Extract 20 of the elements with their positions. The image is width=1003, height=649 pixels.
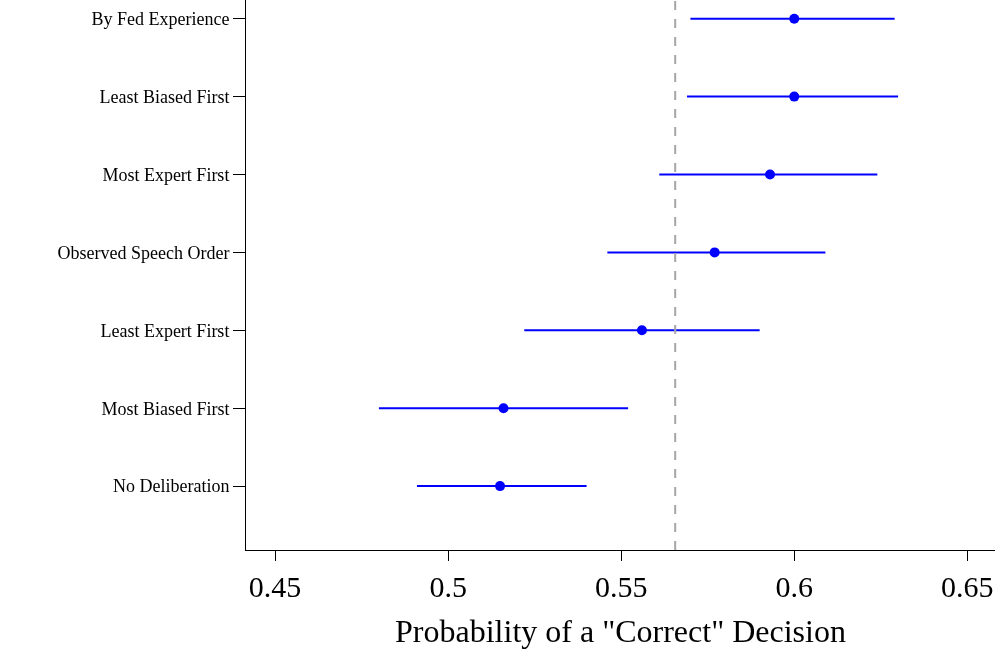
x-tick-label: 0.65 <box>941 570 994 603</box>
point <box>765 169 776 180</box>
y-tick-label: Least Expert First <box>100 320 230 341</box>
y-tick-label: Most Expert First <box>102 164 230 185</box>
y-tick-label: Observed Speech Order <box>57 242 230 263</box>
x-tick-label: 0.5 <box>429 570 467 603</box>
x-axis-title: Probability of a "Correct" Decision <box>395 613 846 649</box>
point <box>789 91 800 102</box>
x-tick-label: 0.45 <box>248 570 302 603</box>
point <box>498 403 509 414</box>
point <box>709 247 720 258</box>
y-tick-label: By Fed Experience <box>91 9 230 29</box>
y-tick-label: No Deliberation <box>112 476 230 497</box>
point <box>636 325 647 336</box>
y-tick-label: Least Biased First <box>99 86 230 107</box>
x-tick-label: 0.6 <box>775 570 813 603</box>
point <box>495 481 506 492</box>
y-tick-label: Most Biased First <box>101 398 230 419</box>
point <box>789 13 800 24</box>
x-tick-label: 0.55 <box>594 570 648 603</box>
